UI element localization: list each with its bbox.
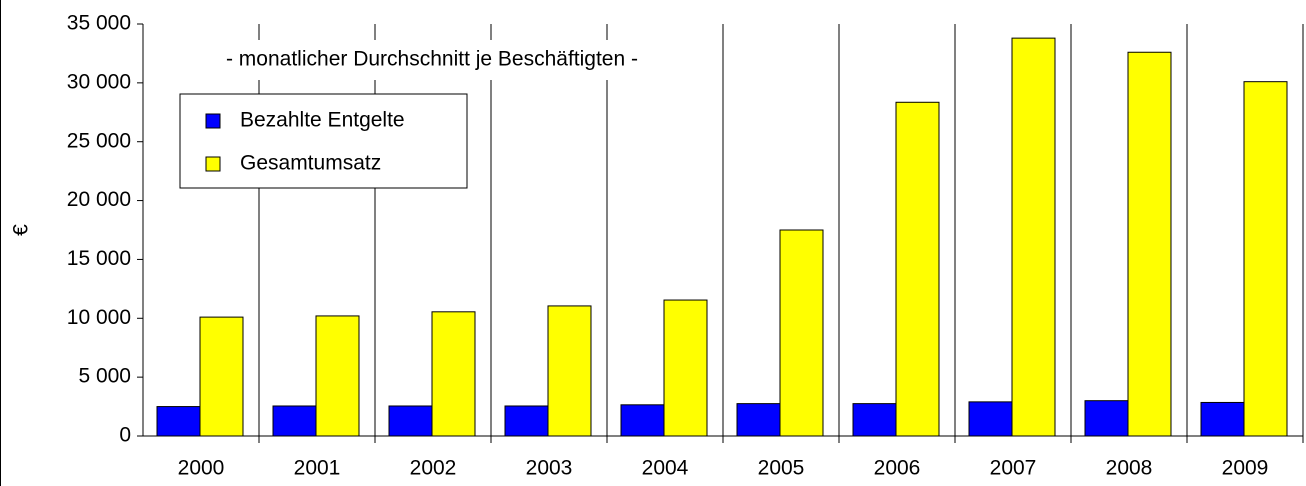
annotation: - monatlicher Durchschnitt je Beschäftig…	[226, 48, 638, 71]
bar	[1084, 400, 1129, 437]
y-tick-label: 35 000	[67, 12, 131, 35]
legend-swatch	[205, 156, 221, 172]
x-tick-label: 2000	[178, 457, 225, 480]
bar	[895, 101, 940, 437]
bar	[547, 305, 592, 437]
bar	[736, 403, 781, 437]
bar	[504, 405, 549, 437]
x-tick-label: 2004	[642, 457, 689, 480]
bar	[1011, 37, 1056, 437]
bar	[1200, 401, 1245, 437]
bar	[968, 401, 1013, 437]
bar	[272, 405, 317, 437]
x-tick-label: 2005	[758, 457, 805, 480]
x-tick-label: 2007	[990, 457, 1037, 480]
legend-label: Bezahlte Entgelte	[240, 109, 405, 132]
bar	[315, 315, 360, 437]
x-tick-label: 2008	[1106, 457, 1153, 480]
bar	[199, 316, 244, 437]
x-tick-label: 2001	[294, 457, 341, 480]
bar	[779, 229, 824, 437]
bar	[852, 403, 897, 437]
y-tick-label: 10 000	[67, 306, 131, 329]
annotation-box	[157, 40, 707, 80]
y-axis-label: €	[10, 224, 33, 236]
bar	[663, 299, 708, 437]
y-tick-label: 30 000	[67, 70, 131, 93]
bar	[388, 405, 433, 437]
legend-swatch	[205, 113, 221, 129]
x-tick-label: 2006	[874, 457, 921, 480]
x-tick-label: 2003	[526, 457, 573, 480]
bar	[156, 406, 201, 437]
y-tick-label: 20 000	[67, 188, 131, 211]
bar	[1127, 51, 1172, 437]
x-tick-label: 2009	[1222, 457, 1269, 480]
legend-label: Gesamtumsatz	[240, 152, 381, 175]
bar	[431, 311, 476, 437]
y-tick-label: 5 000	[78, 365, 131, 388]
bar	[620, 404, 665, 437]
legend-box	[179, 93, 468, 189]
bar	[1243, 81, 1288, 437]
y-tick-label: 15 000	[67, 247, 131, 270]
x-tick-label: 2002	[410, 457, 457, 480]
y-tick-label: 25 000	[67, 129, 131, 152]
y-tick-label: 0	[119, 424, 131, 447]
